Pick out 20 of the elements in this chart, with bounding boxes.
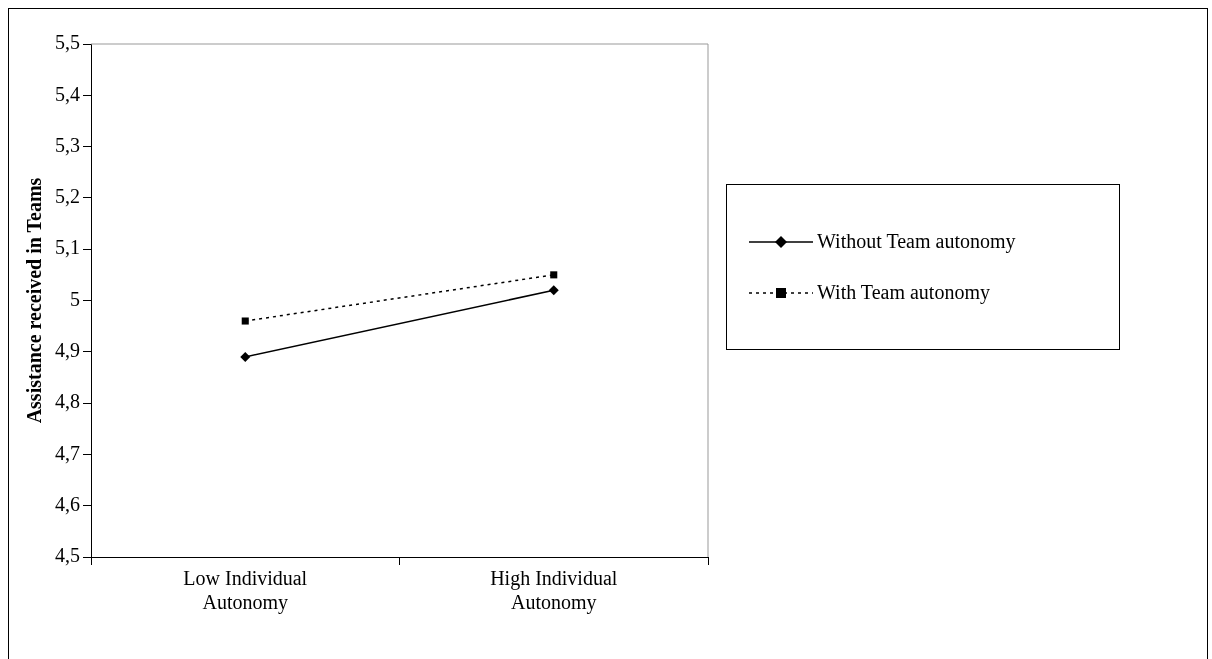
legend-label: With Team autonomy bbox=[817, 281, 990, 304]
x-tick-label: Low Individual Autonomy bbox=[183, 567, 308, 615]
y-tick-label: 4,5 bbox=[55, 544, 80, 567]
y-tick-label: 5 bbox=[70, 287, 80, 310]
x-tick-label: High Individual Autonomy bbox=[490, 567, 618, 615]
y-tick-label: 5,2 bbox=[55, 185, 80, 208]
legend-label: Without Team autonomy bbox=[817, 230, 1016, 253]
y-tick-label: 4,6 bbox=[55, 492, 80, 515]
y-tick-label: 5,1 bbox=[55, 236, 80, 259]
y-tick-label: 5,5 bbox=[55, 31, 80, 54]
y-tick-label: 5,3 bbox=[55, 133, 80, 156]
point bbox=[241, 317, 249, 325]
y-axis-title: Assistance received in Teams bbox=[23, 177, 46, 424]
y-tick-label: 4,8 bbox=[55, 390, 80, 413]
y-tick-label: 4,7 bbox=[55, 441, 80, 464]
point bbox=[240, 351, 251, 362]
y-tick-label: 5,4 bbox=[55, 82, 80, 105]
y-tick-label: 4,9 bbox=[55, 339, 80, 362]
point bbox=[548, 285, 559, 296]
point bbox=[550, 271, 558, 279]
